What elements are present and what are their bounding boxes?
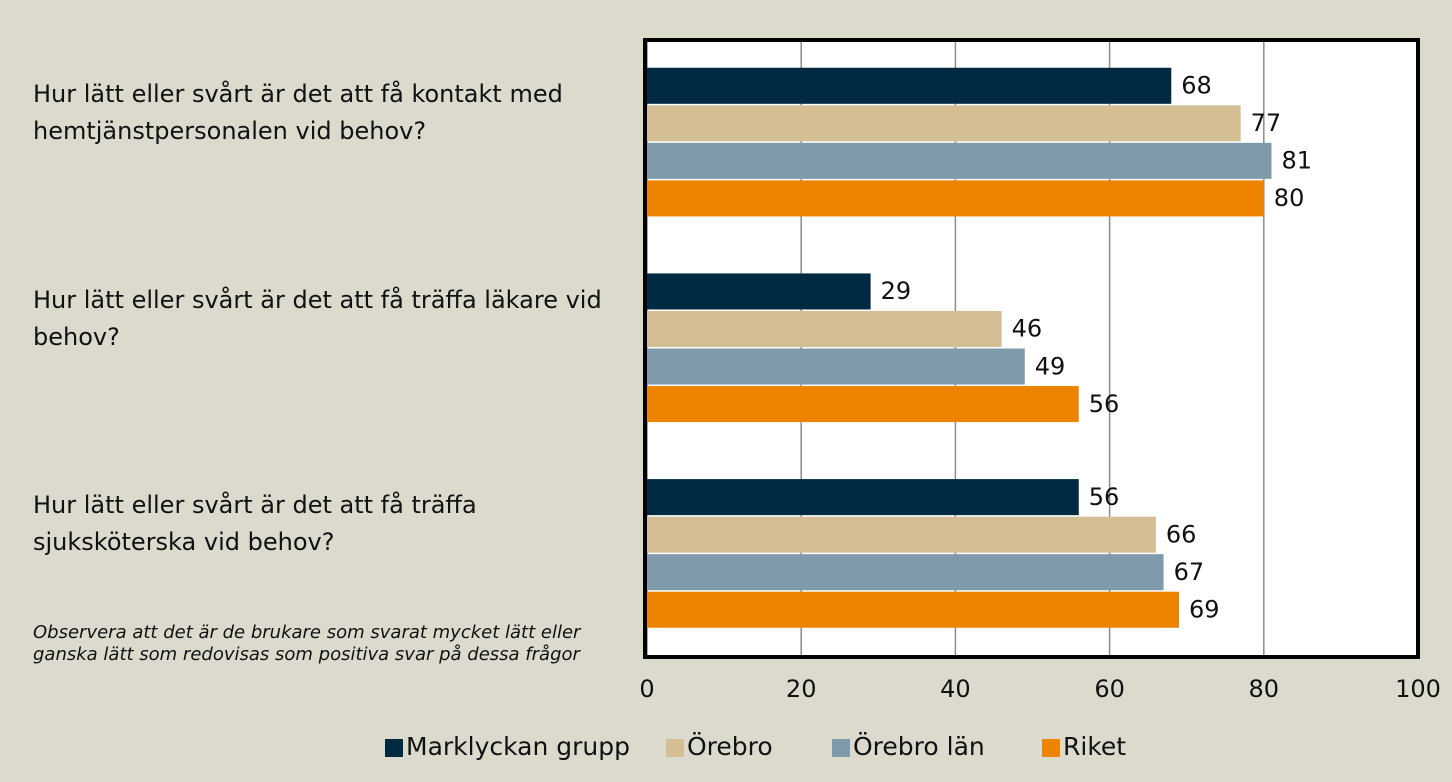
data-label: 68 [1181,72,1212,100]
legend-label: Örebro län [853,732,985,761]
note: Observera att det är de brukare som svar… [33,622,581,665]
bar [647,273,871,310]
x-tick-label: 80 [1249,675,1280,703]
data-label: 67 [1174,558,1205,586]
bar [647,516,1156,553]
bar [647,142,1272,179]
data-label: 49 [1035,352,1066,380]
x-tick-label: 20 [786,675,817,703]
data-label: 77 [1251,109,1282,137]
bar [647,479,1079,516]
bar [647,310,1002,347]
data-label: 81 [1282,147,1313,175]
data-label: 46 [1012,315,1043,343]
bar [647,591,1179,628]
x-tick-label: 100 [1395,675,1441,703]
data-label: 29 [881,277,912,305]
legend-label: Riket [1063,732,1126,761]
category-label: Hur lätt eller svårt är det att få träff… [33,491,477,557]
x-tick-label: 60 [1094,675,1125,703]
legend-label: Örebro [687,732,773,761]
legend-label: Marklyckan grupp [406,732,630,761]
legend-swatch [385,739,403,757]
category-label: Hur lätt eller svårt är det att få konta… [33,79,563,145]
legend-swatch [666,739,684,757]
x-tick-label: 0 [639,675,654,703]
legend-swatch [1042,739,1060,757]
plot-border [643,38,1420,659]
category-label: Hur lätt eller svårt är det att få träff… [33,285,602,351]
bar [647,180,1264,217]
data-label: 56 [1089,390,1120,418]
data-label: 56 [1089,483,1120,511]
data-label: 80 [1274,184,1305,212]
bar [647,348,1025,385]
bar [647,386,1079,423]
legend-swatch [832,739,850,757]
data-label: 66 [1166,520,1197,548]
bar [647,554,1164,591]
x-tick-label: 40 [940,675,971,703]
data-label: 69 [1189,595,1220,623]
bar [647,105,1241,142]
bar [647,67,1172,104]
